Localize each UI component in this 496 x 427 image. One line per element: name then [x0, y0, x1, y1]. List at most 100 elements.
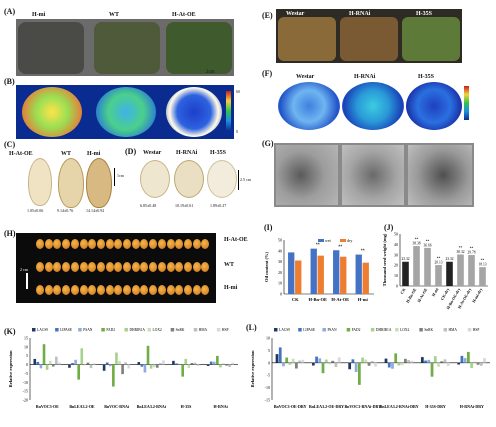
- legend-label: LIPASE: [303, 328, 316, 332]
- legend-label: LOX2: [400, 328, 409, 332]
- bar-lacs9: [68, 364, 71, 368]
- seed: [79, 262, 88, 272]
- seed: [149, 262, 158, 272]
- x-tick-label: BnLEA3.2-RNAi-DRY: [380, 404, 419, 409]
- bar-lox2: [48, 360, 52, 365]
- panel-k-chart: 15 10 5 0 -5 -10 -15 -20 LACS9 LIPASE PSAN FAD2 DHRI…: [8, 328, 238, 409]
- x-tick-label: BnVOC-RNAi: [104, 404, 130, 409]
- significance-label: **: [437, 256, 441, 261]
- seed: [123, 285, 131, 295]
- seed: [96, 239, 105, 249]
- bar-wet: [355, 254, 362, 294]
- bar-dhrib1a: [45, 364, 49, 370]
- pot-wt: [94, 22, 160, 74]
- legend-swatch: [55, 328, 59, 332]
- pot-westar: [278, 17, 336, 61]
- seed: [175, 239, 184, 249]
- seed: [96, 262, 105, 272]
- legend-label: dry: [347, 238, 352, 243]
- legend-swatch: [318, 239, 324, 242]
- panel-c-title-1: H-At-OE: [9, 151, 33, 157]
- bar-lipase: [387, 362, 391, 368]
- panel-f-title-2: H-RNAi: [354, 74, 376, 80]
- bar-psan: [212, 361, 216, 365]
- thermal-westar: [278, 82, 340, 130]
- seed: [79, 239, 88, 249]
- bar-hma: [159, 363, 162, 365]
- legend-swatch: [370, 328, 375, 332]
- bar-lox2: [364, 359, 368, 363]
- legend-label: PSAN: [83, 328, 93, 332]
- y-axis-label: Oil content (%): [264, 252, 269, 282]
- seed: [140, 285, 149, 295]
- panel-a-photo: [16, 19, 234, 76]
- bar-hma: [228, 364, 231, 368]
- seed: [131, 262, 140, 272]
- y-tick-label: -5: [267, 373, 270, 378]
- bar: [446, 261, 453, 286]
- seed: [62, 285, 71, 295]
- x-tick-label: BnVOC3-RNAi-DRY: [344, 404, 381, 409]
- bar-hma: [443, 359, 447, 363]
- bar-lox2: [473, 361, 477, 363]
- bar-snrk: [367, 362, 371, 366]
- panel-e-label: (E): [262, 11, 273, 20]
- panel-h-row-1: H-At-OE: [224, 237, 248, 243]
- bar-wet: [333, 250, 340, 294]
- bar-dhrib1a: [184, 358, 188, 365]
- bar-hsp: [58, 362, 61, 365]
- seed: [105, 262, 114, 272]
- bar-snrk: [155, 364, 159, 368]
- y-tick-label: 10: [24, 344, 28, 349]
- data-label: 36.66: [423, 243, 431, 247]
- bar-lacs9: [420, 357, 424, 363]
- panel-d-label: (D): [125, 147, 137, 156]
- bar-psan: [427, 359, 431, 363]
- leaf-westar: [140, 160, 170, 198]
- legend-label: HMA: [199, 328, 208, 332]
- x-tick-label: CK: [292, 297, 299, 302]
- bar-hma: [370, 361, 374, 363]
- seed: [192, 262, 201, 272]
- bar-fad2: [321, 362, 325, 374]
- bar-hma: [55, 356, 58, 365]
- seed: [44, 285, 53, 295]
- bar-fad2: [42, 344, 46, 365]
- bar-lox2: [152, 364, 156, 368]
- x-tick-label: H-RNAi: [214, 404, 229, 409]
- legend-swatch: [467, 328, 472, 332]
- panel-c-label: (C): [4, 140, 16, 149]
- legend-swatch: [170, 328, 175, 332]
- panel-h-scale-bar: [26, 273, 28, 289]
- seed: [53, 239, 62, 249]
- bar-hsp: [301, 359, 305, 363]
- bar-lox2: [222, 363, 225, 365]
- bar-hma: [193, 362, 197, 365]
- micrograph-2: [342, 145, 404, 205]
- x-tick-label: BnVOC3-OE-DRY: [274, 404, 307, 409]
- seed: [131, 239, 140, 249]
- bar-psan: [143, 364, 147, 373]
- bar-lox2: [400, 362, 404, 366]
- panel-b-thermal: [16, 85, 234, 139]
- y-tick-label: 0: [396, 284, 398, 289]
- legend-swatch: [124, 328, 128, 332]
- data-label: 23.32: [401, 257, 409, 261]
- y-tick-label: -10: [265, 385, 270, 390]
- y-tick-label: 0: [280, 292, 282, 297]
- legend-swatch: [193, 328, 198, 332]
- leaf-h-35s: [207, 160, 237, 198]
- bar: [424, 247, 431, 286]
- x-tick-label: H-At-OE: [331, 297, 349, 302]
- bar-lipase: [105, 362, 109, 365]
- panel-c-value-3: 14.14±0.92: [86, 208, 105, 213]
- significance-label: **: [459, 245, 463, 250]
- bar-fad2: [466, 351, 470, 363]
- panel-f-thermal: [276, 72, 472, 132]
- y-tick-label: 50: [278, 238, 282, 243]
- bar-snrk: [51, 364, 55, 367]
- seed: [192, 239, 201, 249]
- seed: [105, 285, 114, 295]
- y-tick-label: 0: [268, 360, 270, 365]
- panel-k-label: (K): [4, 327, 16, 336]
